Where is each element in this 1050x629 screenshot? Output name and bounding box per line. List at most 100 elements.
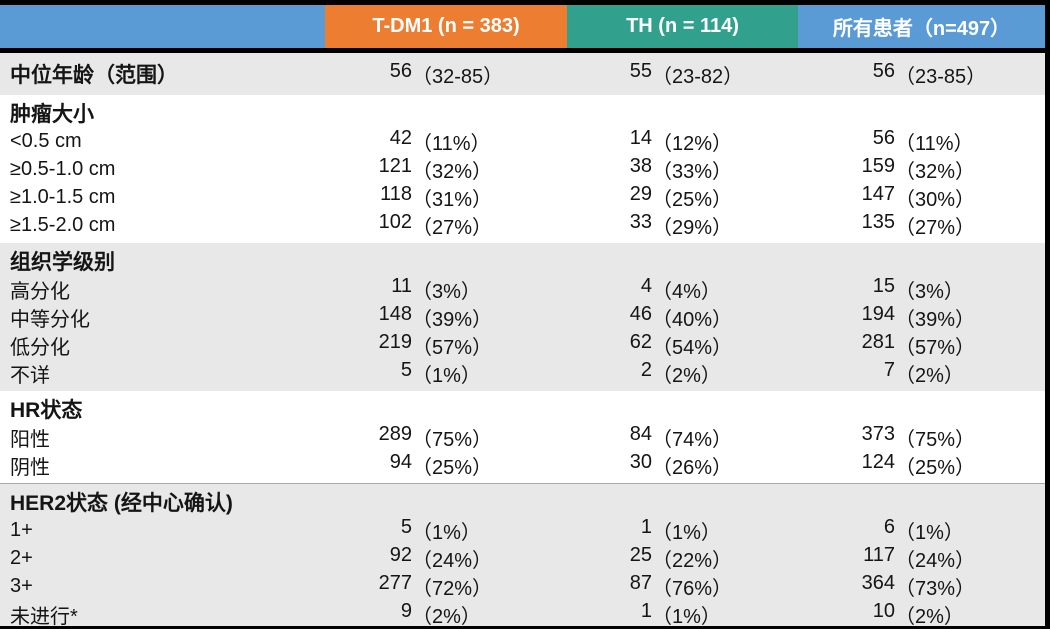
value-cell: 124 （25%） — [798, 451, 1045, 480]
header-divider — [0, 48, 1045, 53]
value-cell: 364 （73%） — [798, 572, 1045, 601]
row-label: 2+ — [10, 546, 33, 569]
table-row: 肿瘤大小 — [0, 99, 1045, 127]
value-cell: 4 （4%） — [567, 275, 798, 304]
value-cell: 56 （23-85） — [798, 60, 1045, 89]
value-cell: 84 （74%） — [567, 423, 798, 452]
value-cell: 15 （3%） — [798, 275, 1045, 304]
row-label: HER2状态 (经中心确认) — [10, 492, 233, 515]
value-count: 5 — [400, 358, 412, 381]
value-percent: （29%） — [652, 216, 733, 239]
value-count: 194 — [861, 302, 895, 325]
value-percent: （1%） — [895, 521, 964, 544]
value-percent: （74%） — [652, 428, 733, 451]
value-count: 87 — [629, 571, 652, 594]
value-percent: （57%） — [895, 336, 976, 359]
row-label: <0.5 cm — [10, 129, 82, 152]
table-row: 3+ 277 （72%） 87 （76%） 364 （73%） — [0, 572, 1045, 600]
value-count: 219 — [378, 330, 412, 353]
value-percent: （32-85） — [412, 65, 504, 88]
value-cell: 1 （1%） — [567, 516, 798, 545]
value-percent: （2%） — [412, 605, 481, 628]
value-cell: 42 （11%） — [325, 127, 567, 156]
table-row: ≥1.5-2.0 cm 102 （27%） 33 （29%） 135 （27%） — [0, 211, 1045, 239]
value-percent: （23-82） — [652, 65, 744, 88]
table-row: <0.5 cm 42 （11%） 14 （12%） 56 （11%） — [0, 127, 1045, 155]
row-label: 不详 — [10, 364, 50, 387]
value-percent: （12%） — [652, 132, 733, 155]
value-count: 148 — [378, 302, 412, 325]
value-percent: （30%） — [895, 188, 976, 211]
header-cell-all-patients: 所有患者（n=497） — [798, 5, 1045, 48]
value-percent: （40%） — [652, 308, 733, 331]
table-row: 不详 5 （1%） 2 （2%） 7 （2%） — [0, 359, 1045, 387]
value-cell: 9 （2%） — [325, 599, 567, 628]
value-percent: （39%） — [895, 308, 976, 331]
row-label: 3+ — [10, 574, 33, 597]
row-label: HR状态 — [10, 399, 83, 422]
value-cell: 62 （54%） — [567, 331, 798, 360]
value-cell: 92 （24%） — [325, 544, 567, 573]
row-label: 低分化 — [10, 336, 70, 359]
section-her2-status: HER2状态 (经中心确认) 1+ 5 （1%） 1 （1%） 6 （1%） 2+ 92 （24%）… — [0, 483, 1045, 628]
value-count: 289 — [378, 422, 412, 445]
value-count: 124 — [861, 450, 895, 473]
row-label: 中位年龄（范围） — [10, 64, 178, 87]
value-cell: 11 （3%） — [325, 275, 567, 304]
value-count: 117 — [863, 543, 895, 566]
value-count: 55 — [629, 59, 652, 82]
row-label: 未进行* — [10, 605, 78, 628]
value-percent: （39%） — [412, 308, 493, 331]
value-percent: （24%） — [895, 549, 976, 572]
value-count: 56 — [872, 126, 895, 149]
value-count: 118 — [380, 182, 412, 205]
value-cell: 7 （2%） — [798, 359, 1045, 388]
header-cell-tdm1: T-DM1 (n = 383) — [325, 5, 567, 48]
value-percent: （2%） — [895, 605, 964, 628]
table-row: 阴性 94 （25%） 30 （26%） 124 （25%） — [0, 451, 1045, 479]
value-cell: 10 （2%） — [798, 599, 1045, 628]
value-count: 373 — [861, 422, 895, 445]
value-percent: （32%） — [895, 160, 976, 183]
header-label-th: TH (n = 114) — [626, 15, 739, 37]
value-cell: 25 （22%） — [567, 544, 798, 573]
value-percent: （11%） — [895, 132, 974, 155]
value-cell: 87 （76%） — [567, 572, 798, 601]
row-label: ≥1.5-2.0 cm — [10, 213, 116, 236]
value-cell: 148 （39%） — [325, 303, 567, 332]
value-count: 9 — [400, 599, 412, 622]
value-cell: 5 （1%） — [325, 516, 567, 545]
value-cell: 38 （33%） — [567, 155, 798, 184]
value-percent: （54%） — [652, 336, 733, 359]
value-count: 7 — [883, 358, 895, 381]
row-label: ≥1.0-1.5 cm — [10, 185, 116, 208]
value-count: 277 — [378, 571, 412, 594]
header-cell-th: TH (n = 114) — [567, 5, 798, 48]
value-count: 56 — [872, 59, 895, 82]
value-cell: 289 （75%） — [325, 423, 567, 452]
value-percent: （73%） — [895, 577, 976, 600]
value-cell: 56 （32-85） — [325, 60, 567, 89]
value-percent: （32%） — [412, 160, 493, 183]
value-percent: （72%） — [412, 577, 493, 600]
value-count: 159 — [861, 154, 895, 177]
value-cell: 46 （40%） — [567, 303, 798, 332]
value-count: 15 — [872, 274, 895, 297]
value-count: 56 — [389, 59, 412, 82]
value-percent: （75%） — [412, 428, 493, 451]
value-cell: 14 （12%） — [567, 127, 798, 156]
table-row: 中位年龄（范围） 56 （32-85） 55 （23-82） 56 （23-85） — [0, 53, 1045, 95]
header-label-all-patients: 所有患者（n=497） — [832, 18, 1011, 40]
value-percent: （24%） — [412, 549, 493, 572]
value-count: 10 — [872, 599, 895, 622]
section-hr-status: HR状态 阳性 289 （75%） 84 （74%） 373 （75%） 阴性 94 （25%） 30… — [0, 391, 1045, 483]
table-row: 阳性 289 （75%） 84 （74%） 373 （75%） — [0, 423, 1045, 451]
value-percent: （22%） — [652, 549, 733, 572]
value-count: 29 — [629, 182, 652, 205]
value-percent: （1%） — [412, 521, 481, 544]
table-row: HER2状态 (经中心确认) — [0, 488, 1045, 516]
table-row: 1+ 5 （1%） 1 （1%） 6 （1%） — [0, 516, 1045, 544]
value-count: 92 — [389, 543, 412, 566]
value-count: 38 — [629, 154, 652, 177]
